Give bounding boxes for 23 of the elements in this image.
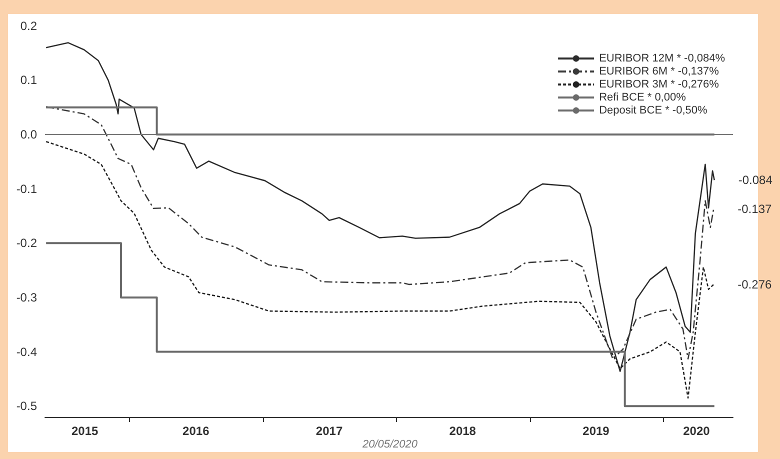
legend-label: Refi BCE * 0,00% — [599, 92, 686, 104]
x-tick-label: 2019 — [582, 424, 610, 438]
x-tick-label: 2020 — [683, 424, 710, 438]
text: 20/05/2020 — [361, 438, 418, 450]
y-tick-label: 0.1 — [20, 73, 38, 88]
y-tick-label: -0.3 — [16, 290, 38, 304]
annotation: -0.137 — [738, 202, 772, 216]
legend-label: EURIBOR 3M * -0,276% — [599, 78, 720, 90]
y-tick-label: -0.5 — [16, 399, 38, 414]
x-tick-label: 2016 — [182, 424, 210, 438]
y-tick-label: -0.1 — [16, 182, 38, 196]
y-tick-label: 0.0 — [20, 128, 38, 142]
x-tick-label: 2017 — [316, 424, 343, 438]
y-tick-label: -0.2 — [16, 236, 38, 250]
x-tick-label: 2015 — [71, 424, 98, 438]
x-tick-label: 2018 — [449, 424, 476, 438]
annotation: -0.084 — [738, 173, 773, 188]
annotation: -0.276 — [738, 277, 772, 292]
legend-label: Deposit BCE * -0,50% — [599, 104, 708, 116]
legend-label: EURIBOR 6M * -0,137% — [599, 66, 720, 78]
y-tick-label: 0.2 — [20, 18, 38, 33]
y-tick-label: -0.4 — [16, 344, 38, 359]
legend-label: EURIBOR 12M * -0,084% — [599, 52, 726, 64]
